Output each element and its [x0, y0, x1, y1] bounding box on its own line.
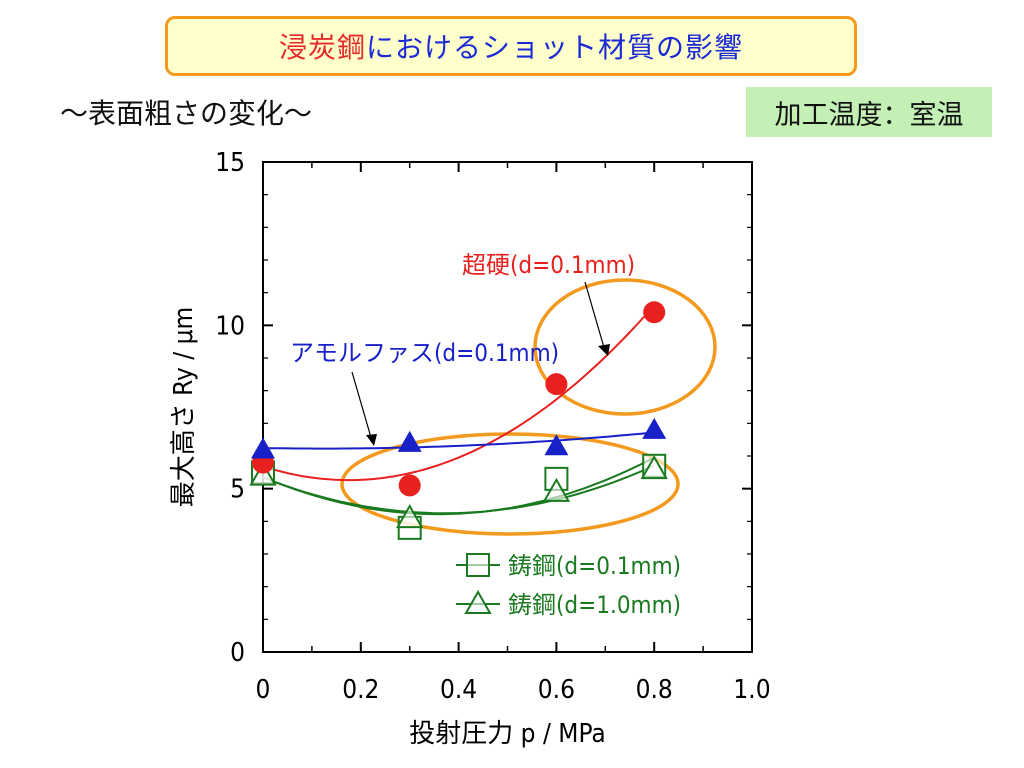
series-line-2: [262, 431, 655, 450]
series-line-1: [262, 304, 655, 482]
series-line-4: [262, 464, 655, 515]
data-point-series-4: [395, 504, 424, 529]
data-point-series-2: [251, 437, 275, 459]
subtitle: ～表面粗さの変化～: [60, 97, 313, 130]
y-tick-label: 5: [230, 475, 245, 505]
title-text-blue: におけるショット材質の影響: [366, 31, 744, 64]
title-text-red: 浸炭鋼: [278, 31, 366, 64]
annotation-carbide: 超硬(d=0.1mm): [462, 251, 635, 279]
annotation-arrowhead: [598, 344, 610, 356]
y-tick-label: 0: [230, 638, 245, 668]
annotation-amorphous: アモルファス(d=0.1mm): [290, 339, 559, 367]
legend-label: 鋳鋼(d=0.1mm): [508, 552, 681, 580]
x-axis-label: 投射圧力 p / MPa: [409, 719, 605, 749]
annotation-arrowhead: [366, 434, 377, 446]
x-tick-label: 1.0: [733, 675, 770, 705]
annotation-arrow-line: [351, 371, 373, 442]
data-point-series-4: [542, 477, 571, 502]
y-tick-label: 10: [215, 311, 245, 341]
data-point-series-1: [545, 373, 568, 396]
data-point-series-2: [642, 417, 667, 439]
series-line-3: [262, 456, 655, 516]
highlight-ellipse-high: [533, 278, 717, 416]
data-point-series-1: [643, 301, 666, 324]
x-tick-label: 0.4: [440, 675, 477, 705]
y-axis-label: 最大高さ Ry / μm: [169, 307, 199, 508]
data-point-series-4: [249, 461, 277, 486]
x-tick-label: 0.6: [538, 675, 575, 705]
highlight-ellipse-low: [340, 432, 680, 536]
data-point-series-2: [397, 430, 422, 452]
legend-label: 鋳鋼(d=1.0mm): [508, 591, 681, 619]
data-point-series-2: [544, 434, 569, 456]
legend-marker: [466, 553, 490, 577]
data-point-series-4: [640, 455, 668, 480]
condition-badge: 加工温度：室温: [746, 87, 992, 137]
legend-marker: [464, 589, 492, 614]
x-tick-label: 0.8: [636, 675, 673, 705]
title-box: 浸炭鋼 におけるショット材質の影響: [165, 16, 857, 76]
data-point-series-1: [398, 474, 421, 497]
x-tick-label: 0.2: [342, 675, 379, 705]
x-tick-label: 0: [256, 675, 271, 705]
y-tick-label: 15: [215, 148, 245, 178]
annotation-arrow-line: [584, 281, 606, 352]
